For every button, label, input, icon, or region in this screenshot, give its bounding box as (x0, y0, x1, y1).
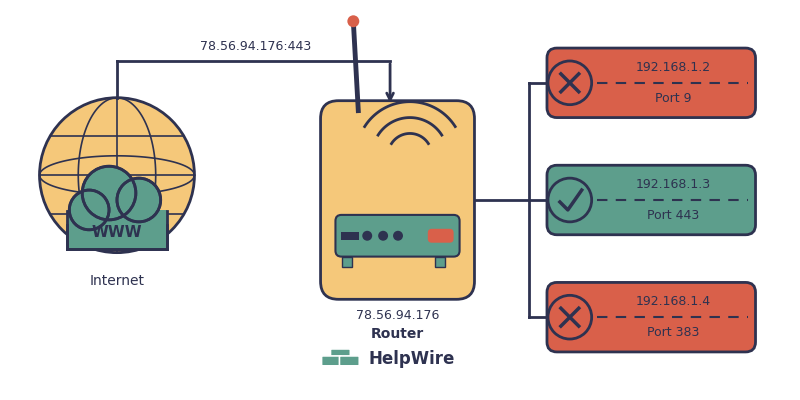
Text: Port 383: Port 383 (647, 326, 699, 339)
Text: Port 9: Port 9 (655, 92, 691, 105)
Circle shape (117, 178, 161, 222)
FancyBboxPatch shape (322, 356, 342, 366)
FancyBboxPatch shape (547, 282, 755, 352)
Circle shape (117, 178, 161, 222)
Circle shape (82, 166, 136, 220)
Text: 192.168.1.2: 192.168.1.2 (635, 61, 710, 74)
Circle shape (548, 178, 592, 222)
Text: WWW: WWW (92, 225, 142, 240)
Bar (67, 210, 166, 250)
Circle shape (70, 190, 109, 230)
Circle shape (82, 166, 136, 220)
FancyBboxPatch shape (547, 48, 755, 118)
Bar (342, 232, 359, 240)
Text: Router: Router (371, 327, 424, 341)
FancyBboxPatch shape (321, 101, 474, 299)
FancyBboxPatch shape (428, 229, 454, 243)
Text: 78.56.94.176: 78.56.94.176 (356, 309, 439, 322)
Text: 192.168.1.4: 192.168.1.4 (635, 295, 710, 308)
Circle shape (39, 98, 194, 253)
FancyBboxPatch shape (335, 215, 459, 257)
FancyBboxPatch shape (330, 349, 350, 359)
Circle shape (548, 61, 592, 105)
Bar (342, 257, 352, 266)
FancyBboxPatch shape (547, 165, 755, 235)
Text: Internet: Internet (90, 274, 145, 288)
Text: 78.56.94.176:443: 78.56.94.176:443 (200, 40, 312, 53)
Text: 192.168.1.3: 192.168.1.3 (635, 178, 710, 191)
Circle shape (347, 15, 359, 27)
Circle shape (393, 231, 403, 241)
Circle shape (70, 190, 109, 230)
Circle shape (548, 295, 592, 339)
Text: HelpWire: HelpWire (368, 350, 454, 368)
Bar (434, 257, 445, 266)
Bar (67, 210, 166, 250)
Text: Port 443: Port 443 (647, 209, 699, 222)
Circle shape (362, 231, 372, 241)
FancyBboxPatch shape (339, 356, 359, 366)
Circle shape (378, 231, 388, 241)
